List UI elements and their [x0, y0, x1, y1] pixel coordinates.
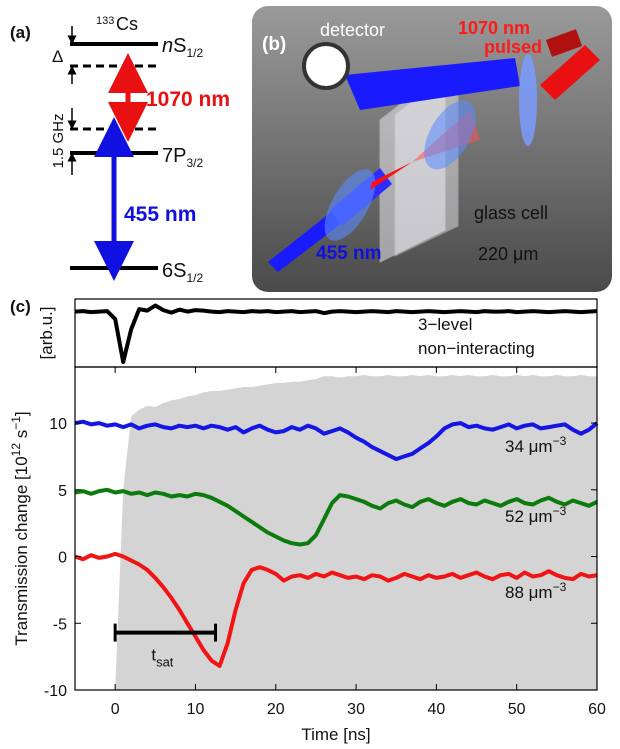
level-prefix: n — [162, 35, 173, 57]
x-tick-label: 10 — [187, 701, 205, 718]
series-label: 88 μm−3 — [505, 580, 567, 602]
blue-beam — [345, 58, 520, 110]
laser-label: pulsed — [484, 37, 542, 57]
level-label: 7P3/2 — [162, 145, 203, 170]
label-part: 52 μm — [505, 507, 553, 526]
x-tick-label: 0 — [111, 701, 120, 718]
label-part: 88 μm — [505, 583, 553, 602]
element: Cs — [116, 14, 138, 34]
area — [115, 375, 598, 690]
x-axis-label: Time [ns] — [301, 725, 370, 744]
level-sub: 1/2 — [186, 46, 203, 60]
plot-frame — [74, 366, 598, 691]
x-tick-label: 50 — [508, 701, 526, 718]
detector-icon — [302, 42, 350, 90]
detuning-label: 1.5 GHz — [50, 113, 67, 168]
level-diagram: (a) 133 Cs Δ 1.5 GHz 1070 nm 455 nm nS1/… — [10, 14, 230, 285]
y-tick-label: 0 — [58, 550, 67, 567]
y-tick-label: 5 — [58, 483, 67, 500]
annotation: non−interacting — [418, 339, 535, 358]
level-label: 6S1/2 — [162, 260, 203, 285]
lens — [324, 169, 376, 241]
level-sub: 3/2 — [186, 156, 203, 170]
level-label: nS1/2 — [162, 35, 203, 60]
label-part: t — [151, 646, 156, 665]
line — [74, 487, 598, 547]
y-tick-label: -10 — [44, 683, 67, 700]
x-tick-label: 30 — [347, 701, 365, 718]
laser-label: 455 nm — [316, 243, 381, 264]
detuning-label: Δ — [52, 47, 63, 66]
label-part: Transmission change [10 — [12, 456, 31, 645]
label-sup: −3 — [553, 434, 567, 448]
panel-label: (c) — [10, 297, 31, 316]
panel-label: (a) — [10, 23, 31, 42]
chart: 0 10 20 30 40 50 60 -10 -5 0 5 10 Time [ns] Transmiss… — [9, 366, 606, 744]
line — [74, 419, 599, 462]
line — [74, 551, 598, 668]
charts: [arb.u.] 3−level non−interacting 0 10 20 30 40 5… — [9, 298, 606, 744]
y-tick-label: -5 — [53, 616, 67, 633]
level-name: 7P — [162, 145, 186, 167]
label-sup: −1 — [9, 416, 23, 430]
lens — [424, 100, 476, 170]
laser-label: 1070 nm — [458, 18, 530, 38]
component-label: glass cell — [474, 203, 548, 223]
x-tick-label: 40 — [427, 701, 445, 718]
level-name: S — [173, 35, 186, 57]
panel-label: (b) — [262, 34, 286, 55]
label-sub: sat — [156, 655, 174, 670]
x-tick-label: 20 — [267, 701, 285, 718]
level-sub: 1/2 — [186, 271, 203, 285]
mirror — [519, 54, 537, 146]
chart: [arb.u.] 3−level non−interacting — [37, 298, 598, 368]
series-label: 52 μm−3 — [505, 504, 567, 526]
setup-render: (b) detector 1070 nm pulsed glass cell 4… — [252, 6, 612, 292]
red-source — [545, 29, 583, 57]
label-part: s — [12, 430, 31, 443]
label-part: ] — [12, 411, 31, 416]
line — [74, 303, 598, 364]
series-label: 34 μm−3 — [505, 434, 567, 456]
label-part: 34 μm — [505, 437, 553, 456]
y-tick-label: 10 — [49, 416, 67, 433]
label-sup: 12 — [9, 443, 23, 457]
label-sup: −3 — [553, 580, 567, 594]
isotope-mass: 133 — [96, 15, 114, 27]
y-axis-label: Transmission change [1012 s−1] — [9, 411, 31, 645]
interval-label: tsat — [151, 646, 173, 670]
component-label: detector — [320, 20, 385, 40]
dimension-label: 220 μm — [478, 244, 538, 264]
laser-label: 1070 nm — [146, 88, 230, 111]
annotation: 3−level — [418, 315, 472, 334]
red-beam — [370, 162, 412, 190]
y-axis-label: [arb.u.] — [37, 307, 56, 360]
laser-label: 455 nm — [124, 203, 196, 226]
level-name: 6S — [162, 260, 186, 282]
label-sup: −3 — [553, 504, 567, 518]
x-tick-label: 60 — [588, 701, 606, 718]
red-arrow — [540, 45, 600, 100]
